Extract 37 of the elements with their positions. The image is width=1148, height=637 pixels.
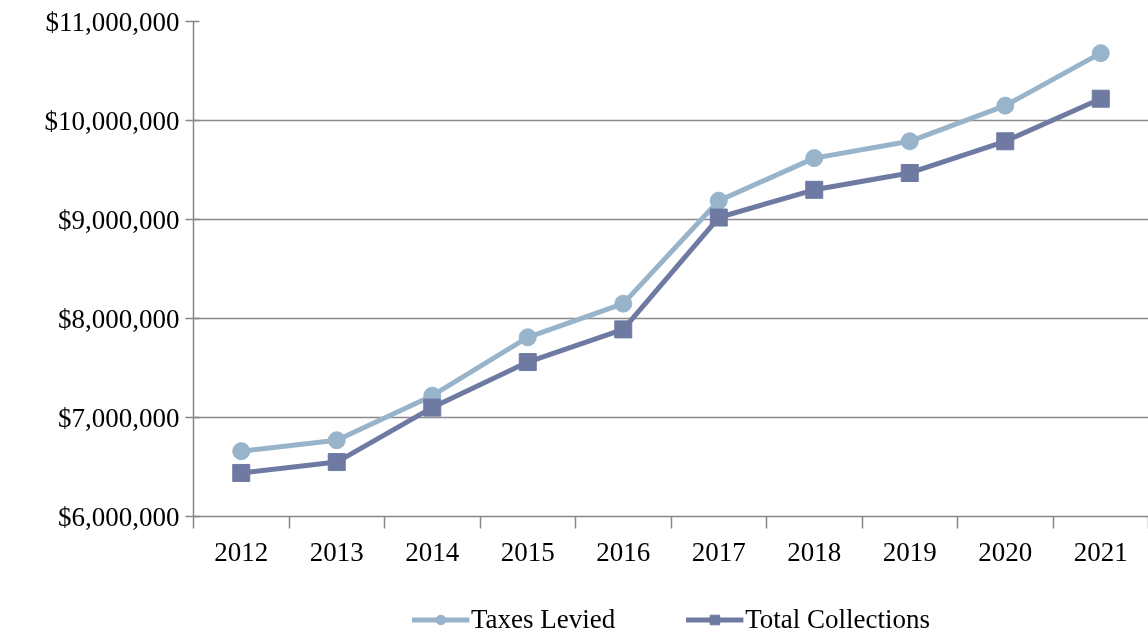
x-tick-label: 2016 — [596, 536, 651, 567]
point — [996, 96, 1015, 115]
x-tick-label: 2017 — [691, 536, 746, 567]
y-tick-label: $7,000,000 — [58, 402, 180, 433]
y-tick-label: $10,000,000 — [44, 105, 180, 136]
y-tick-label: $9,000,000 — [58, 204, 180, 235]
point — [996, 132, 1015, 151]
legend-label: Taxes Levied — [470, 603, 616, 635]
x-tick-label: 2012 — [214, 536, 269, 567]
x-tick-label: 2013 — [309, 536, 364, 567]
point — [518, 353, 537, 372]
point — [709, 208, 728, 227]
x-tick-label: 2020 — [978, 536, 1033, 567]
point — [805, 149, 824, 168]
legend-label: Total Collections — [745, 603, 931, 635]
point — [614, 320, 633, 339]
point — [327, 453, 346, 472]
point — [232, 463, 251, 482]
y-tick-label: $6,000,000 — [58, 501, 180, 532]
point — [518, 328, 537, 347]
y-tick-label: $8,000,000 — [58, 303, 180, 334]
point — [1091, 89, 1110, 108]
point — [709, 191, 728, 210]
x-tick-label: 2019 — [882, 536, 937, 567]
point — [900, 163, 919, 182]
point — [1091, 44, 1110, 63]
point — [327, 431, 346, 450]
y-tick-label: $11,000,000 — [45, 6, 180, 37]
x-tick-label: 2015 — [500, 536, 555, 567]
point — [900, 132, 919, 151]
x-tick-label: 2021 — [1073, 536, 1128, 567]
x-tick-label: 2018 — [787, 536, 842, 567]
point — [614, 294, 633, 313]
point — [805, 180, 824, 199]
point — [423, 398, 442, 417]
point — [232, 442, 251, 461]
x-tick-label: 2014 — [405, 536, 460, 567]
